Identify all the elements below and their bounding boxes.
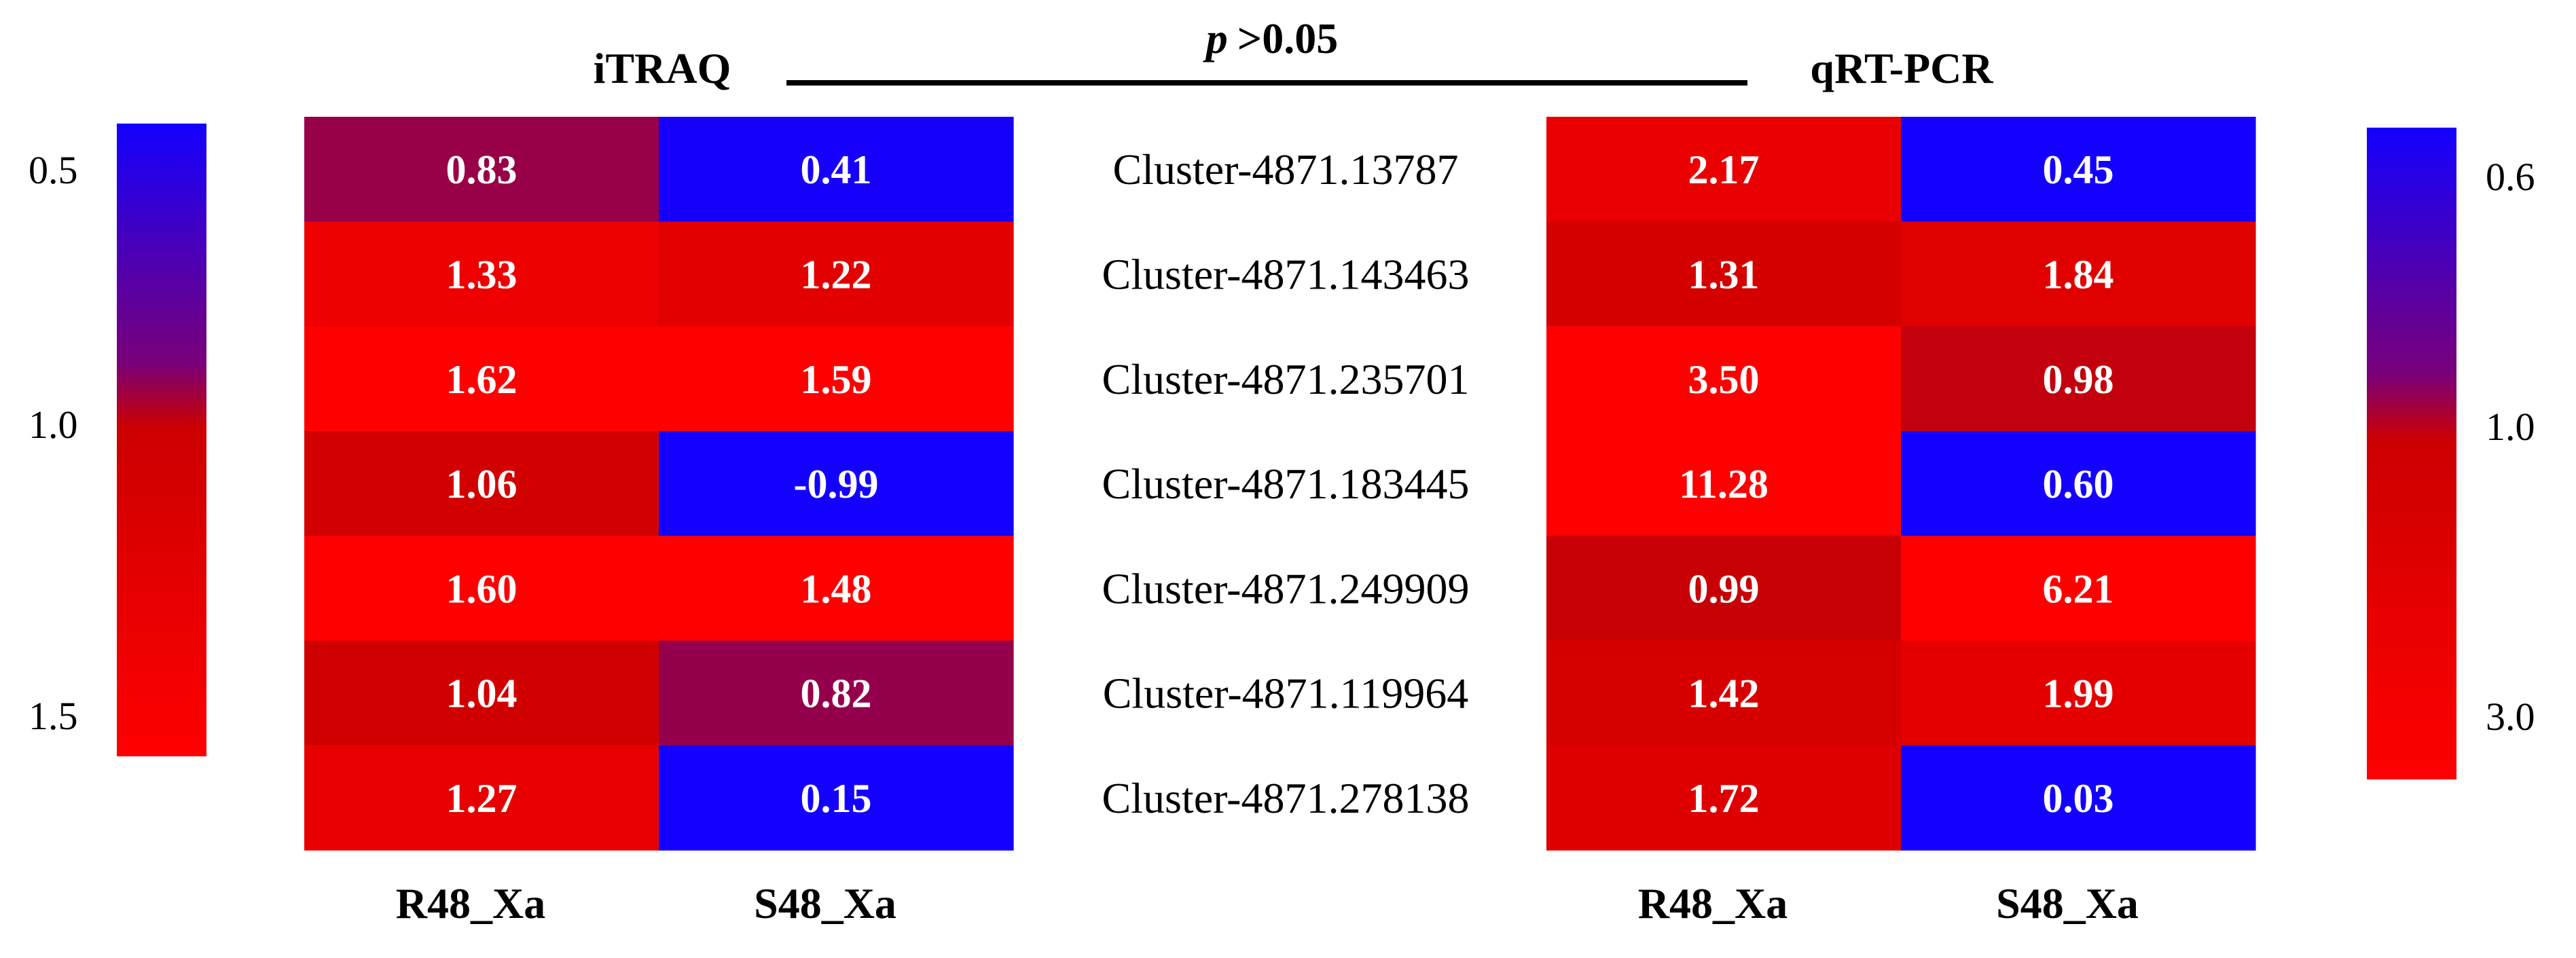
cell-itraq-r5-c0	[304, 640, 659, 746]
cell-qrtpcr-r4-c0	[1546, 536, 1902, 642]
cell-label-itraq-r0-c0: 0.83	[446, 147, 518, 192]
cell-qrtpcr-r5-c1	[1901, 640, 2256, 746]
cell-label-itraq-r3-c1: -0.99	[794, 462, 879, 506]
column-label-itraq-0: R48_Xa	[396, 879, 545, 927]
colorbar-right-tick: 3.0	[2486, 695, 2535, 739]
row-label: Cluster-4871.143463	[1102, 250, 1470, 298]
cell-itraq-r4-c0	[304, 536, 659, 642]
cell-label-itraq-r3-c0: 1.06	[446, 462, 518, 506]
cell-label-itraq-r2-c1: 1.59	[801, 357, 872, 402]
cell-label-qrtpcr-r2-c1: 0.98	[2043, 357, 2114, 402]
row-label: Cluster-4871.235701	[1102, 355, 1470, 403]
column-labels: R48_Xa S48_Xa R48_Xa S48_Xa	[396, 879, 2139, 927]
cell-itraq-r2-c0	[304, 326, 659, 432]
cell-qrtpcr-r5-c0	[1546, 640, 1902, 746]
colorbar-left	[117, 124, 206, 756]
cell-label-qrtpcr-r5-c0: 1.42	[1688, 671, 1760, 716]
cell-qrtpcr-r1-c1	[1901, 221, 2256, 327]
cell-label-itraq-r4-c0: 1.60	[446, 566, 518, 611]
cell-label-itraq-r6-c0: 1.27	[446, 776, 518, 821]
cell-itraq-r3-c0	[304, 430, 659, 536]
colorbar-right	[2367, 128, 2456, 779]
chart-title: p >0.05	[1203, 14, 1338, 62]
row-label: Cluster-4871.249909	[1102, 564, 1470, 612]
row-labels: Cluster-4871.13787 Cluster-4871.143463 Clu…	[1102, 145, 1470, 822]
row-label: Cluster-4871.278138	[1102, 774, 1470, 822]
cell-qrtpcr-r3-c0	[1546, 430, 1902, 536]
cell-qrtpcr-r0-c0	[1546, 117, 1902, 222]
cell-qrtpcr-r0-c1	[1901, 117, 2256, 222]
cell-itraq-r0-c0	[304, 117, 659, 222]
cell-label-qrtpcr-r6-c0: 1.72	[1688, 776, 1760, 821]
cell-qrtpcr-r2-c0	[1546, 326, 1902, 432]
cell-qrtpcr-r6-c0	[1546, 745, 1902, 851]
cell-label-qrtpcr-r2-c0: 3.50	[1688, 357, 1760, 402]
colorbar-left-tick: 0.5	[29, 148, 78, 192]
cell-itraq-r2-c1	[659, 326, 1014, 432]
cell-label-qrtpcr-r3-c0: 11.28	[1679, 462, 1768, 506]
cell-label-itraq-r6-c1: 0.15	[801, 776, 872, 821]
cell-label-itraq-r1-c1: 1.22	[801, 252, 872, 297]
cell-itraq-r1-c0	[304, 221, 659, 327]
colorbar-left-tick: 1.0	[29, 403, 78, 447]
chart-title-italic: p	[1203, 14, 1228, 62]
cell-label-qrtpcr-r3-c1: 0.60	[2043, 462, 2114, 506]
cell-qrtpcr-r3-c1	[1901, 430, 2256, 536]
cell-label-itraq-r1-c0: 1.33	[446, 252, 518, 297]
cell-label-itraq-r4-c1: 1.48	[801, 566, 872, 611]
colorbar-right-tick: 0.6	[2486, 155, 2535, 199]
cell-qrtpcr-r1-c0	[1546, 221, 1902, 327]
cell-label-itraq-r0-c1: 0.41	[801, 147, 872, 192]
colorbar-right-ticks: 0.6 1.0 3.0	[2486, 155, 2535, 739]
cell-itraq-r0-c1	[659, 117, 1014, 222]
heatmap-qrtpcr: 2.17 0.45 1.31 1.84 3.50 0.98 11.28 0.60 0.99 6.2…	[1546, 117, 2256, 851]
cell-itraq-r6-c0	[304, 745, 659, 851]
cell-itraq-r4-c1	[659, 536, 1014, 642]
cell-label-qrtpcr-r0-c1: 0.45	[2043, 147, 2114, 192]
cell-itraq-r6-c1	[659, 745, 1014, 851]
colorbar-right-tick: 1.0	[2486, 405, 2535, 449]
cell-label-itraq-r2-c0: 1.62	[446, 357, 518, 402]
row-label: Cluster-4871.13787	[1113, 145, 1459, 194]
panel-title-qrtpcr: qRT-PCR	[1810, 44, 1993, 92]
cell-itraq-r5-c1	[659, 640, 1014, 746]
cell-qrtpcr-r6-c1	[1901, 745, 2256, 851]
heatmap-itraq: 0.83 0.41 1.33 1.22 1.62 1.59 1.06 -0.99 1.60 1.4…	[304, 117, 1014, 851]
cell-label-qrtpcr-r0-c0: 2.17	[1688, 147, 1760, 192]
cell-label-qrtpcr-r6-c1: 0.03	[2043, 776, 2114, 821]
panel-title-itraq: iTRAQ	[594, 44, 731, 92]
cell-label-qrtpcr-r5-c1: 1.99	[2043, 671, 2114, 716]
cell-label-qrtpcr-r1-c1: 1.84	[2043, 252, 2114, 297]
cell-label-itraq-r5-c1: 0.82	[801, 671, 872, 716]
column-label-itraq-1: S48_Xa	[754, 879, 896, 927]
cell-label-qrtpcr-r4-c1: 6.21	[2043, 566, 2114, 611]
cell-label-qrtpcr-r1-c0: 1.31	[1688, 252, 1760, 297]
column-label-qrtpcr-0: R48_Xa	[1638, 879, 1788, 927]
cell-qrtpcr-r2-c1	[1901, 326, 2256, 432]
cell-label-qrtpcr-r4-c0: 0.99	[1688, 566, 1760, 611]
colorbar-left-ticks: 0.5 1.0 1.5	[29, 148, 78, 738]
colorbar-left-tick: 1.5	[29, 694, 78, 738]
column-label-qrtpcr-1: S48_Xa	[1996, 879, 2139, 927]
cell-itraq-r3-c1	[659, 430, 1014, 536]
cell-itraq-r1-c1	[659, 221, 1014, 327]
cell-qrtpcr-r4-c1	[1901, 536, 2256, 642]
row-label: Cluster-4871.183445	[1102, 460, 1470, 508]
chart-title-text: >0.05	[1237, 14, 1338, 62]
cell-label-itraq-r5-c0: 1.04	[446, 671, 518, 716]
row-label: Cluster-4871.119964	[1103, 669, 1469, 718]
